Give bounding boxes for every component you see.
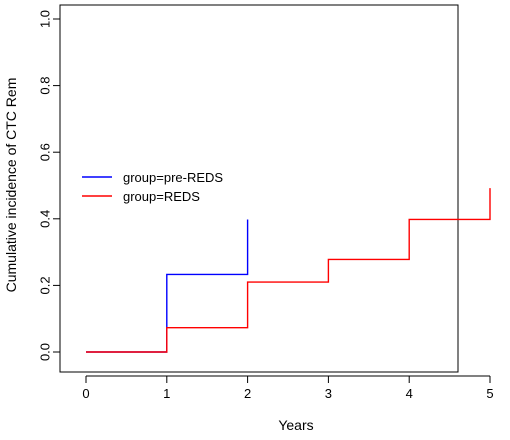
x-tick-label: 4: [406, 386, 413, 401]
legend: group=pre-REDS group=REDS: [82, 170, 223, 204]
legend-label: group=pre-REDS: [123, 170, 223, 185]
plot-frame: [59, 4, 459, 373]
x-tick-label: 0: [82, 386, 89, 401]
series-line-reds: [86, 188, 491, 353]
axes-layer: 0 1 2 3 4 5 0.0 0.2 0.4 0.6 0.8 1.0: [37, 4, 494, 401]
y-tick-label: 1.0: [37, 10, 52, 28]
x-axis-title: Years: [278, 417, 313, 433]
y-tick-label: 0.6: [37, 143, 52, 161]
x-tick-label: 1: [163, 386, 170, 401]
y-tick-label: 0.2: [37, 276, 52, 294]
y-axis-title: Cumulative incidence of CTC Rem: [3, 78, 19, 293]
y-tick-label: 0.8: [37, 77, 52, 95]
y-tick-label: 0.4: [37, 210, 52, 228]
series-layer: [86, 188, 491, 353]
x-tick-label: 5: [486, 386, 493, 401]
y-tick-label: 0.0: [37, 343, 52, 361]
legend-label: group=REDS: [123, 189, 200, 204]
x-tick-label: 2: [244, 386, 251, 401]
x-tick-label: 3: [325, 386, 332, 401]
